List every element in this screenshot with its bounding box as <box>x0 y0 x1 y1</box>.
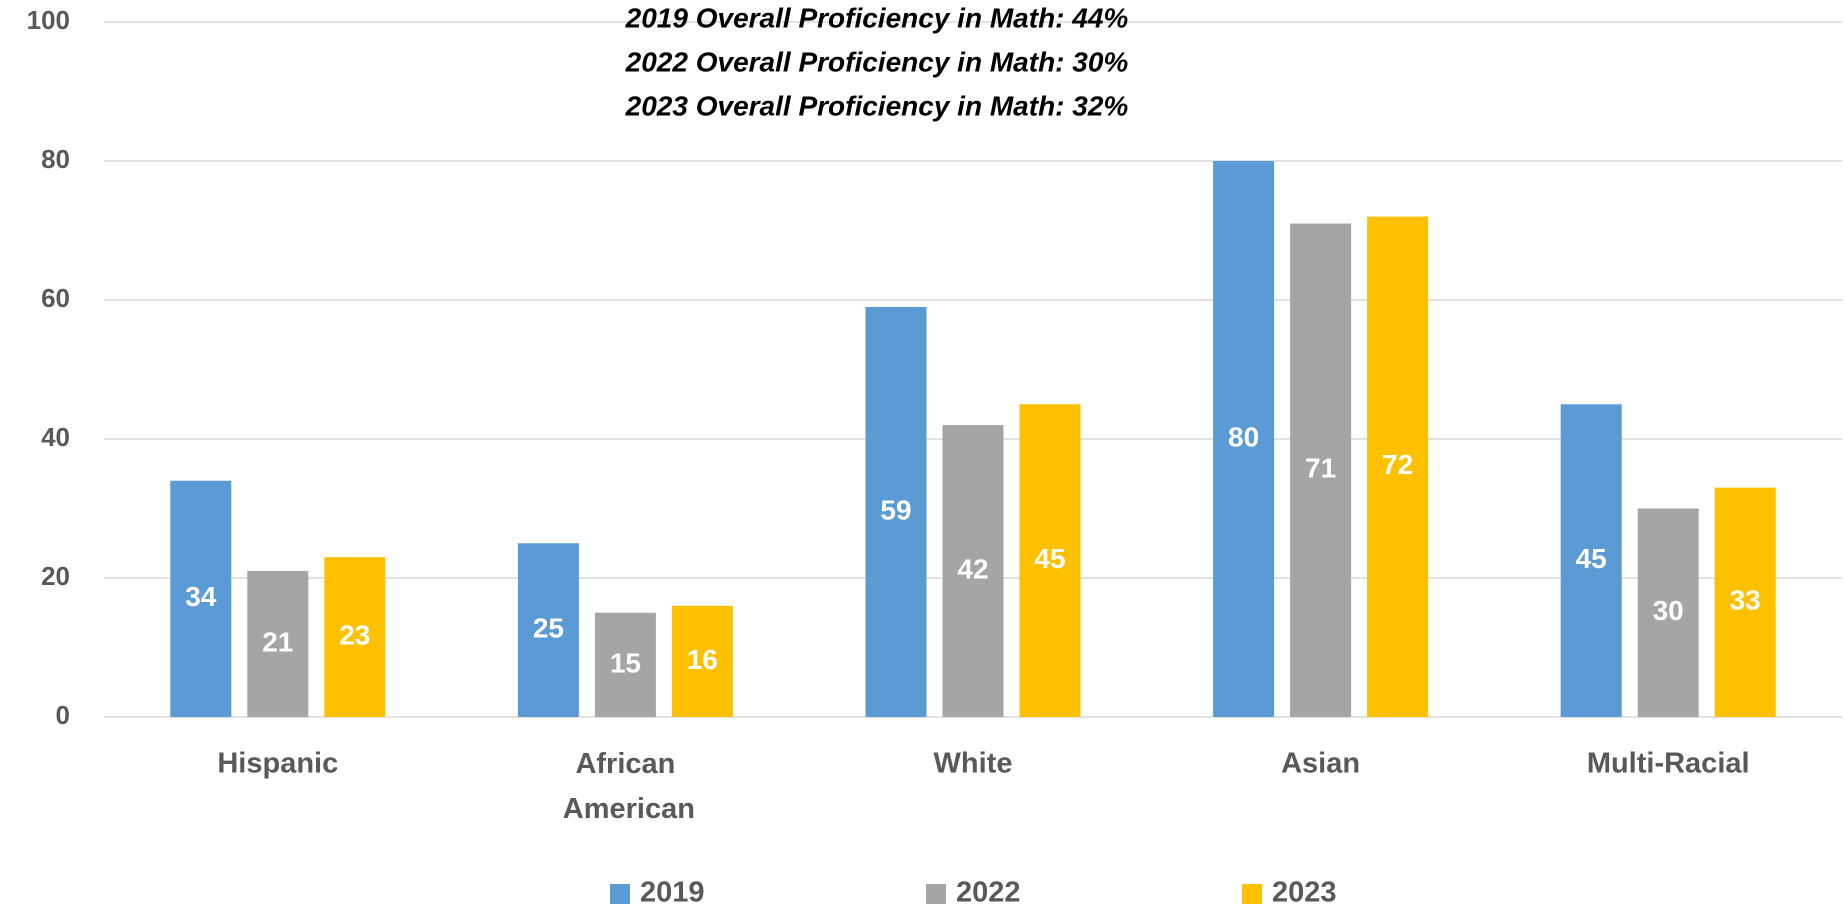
y-tick-label: 80 <box>41 144 70 174</box>
legend-label: 2019 <box>640 877 705 909</box>
data-label: 45 <box>1034 543 1065 574</box>
x-tick-label: Multi-Racial <box>1587 748 1750 780</box>
y-tick-label: 20 <box>41 561 70 591</box>
data-label: 45 <box>1576 543 1607 574</box>
y-tick-label: 60 <box>41 283 70 313</box>
legend-swatch <box>1242 884 1262 904</box>
x-tick-label: White <box>934 748 1013 780</box>
legend-swatch <box>926 884 946 904</box>
legend-label: 2023 <box>1272 877 1337 909</box>
bar <box>247 571 309 717</box>
data-label: 30 <box>1653 595 1684 626</box>
x-tick-label: Hispanic <box>217 748 338 780</box>
data-label: 25 <box>533 613 564 644</box>
bar <box>1637 508 1699 717</box>
annotation: 2019 Overall Proficiency in Math: 44% <box>625 2 1129 33</box>
data-label: 34 <box>185 581 217 612</box>
annotation: 2023 Overall Proficiency in Math: 32% <box>625 90 1129 121</box>
bar <box>594 612 656 717</box>
data-label: 59 <box>880 494 911 525</box>
x-tick-label: Asian <box>1281 748 1360 780</box>
bar <box>1714 487 1776 717</box>
bar <box>1213 161 1275 717</box>
legend-swatch <box>610 884 630 904</box>
bar <box>865 306 927 717</box>
data-label: 21 <box>262 626 293 657</box>
data-label: 23 <box>339 619 370 650</box>
bar <box>324 557 386 717</box>
data-label: 72 <box>1382 449 1413 480</box>
bar <box>1019 404 1081 717</box>
legend-label: 2022 <box>956 877 1021 909</box>
bar <box>1367 216 1429 717</box>
bar <box>517 543 579 717</box>
data-label: 71 <box>1305 453 1336 484</box>
data-label: 16 <box>687 644 718 675</box>
bar <box>1290 223 1352 718</box>
data-label: 42 <box>957 553 988 584</box>
y-tick-label: 0 <box>56 700 70 730</box>
data-label: 15 <box>610 647 641 678</box>
data-label: 33 <box>1730 585 1761 616</box>
bar <box>1560 404 1622 717</box>
bar <box>942 425 1004 717</box>
bar <box>671 605 733 717</box>
data-label: 80 <box>1228 421 1259 452</box>
x-tick-label: African American <box>556 748 695 825</box>
y-tick-label: 40 <box>41 422 70 452</box>
bar <box>170 480 232 717</box>
annotation: 2022 Overall Proficiency in Math: 30% <box>625 46 1129 77</box>
y-tick-label: 100 <box>27 5 70 35</box>
